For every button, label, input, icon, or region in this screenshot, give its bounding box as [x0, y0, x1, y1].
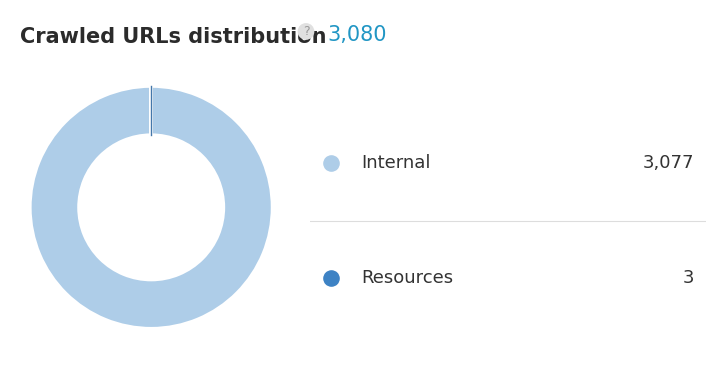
Text: ?: ?: [302, 25, 310, 38]
Text: Crawled URLs distribution: Crawled URLs distribution: [20, 27, 327, 47]
Text: 3,080: 3,080: [328, 25, 387, 45]
Wedge shape: [30, 86, 272, 328]
Wedge shape: [150, 86, 151, 135]
Text: Internal: Internal: [361, 154, 431, 172]
Point: [325, 275, 337, 281]
Text: 3,077: 3,077: [642, 154, 694, 172]
Point: [325, 160, 337, 166]
Text: 3: 3: [683, 270, 694, 287]
Text: Resources: Resources: [361, 270, 453, 287]
